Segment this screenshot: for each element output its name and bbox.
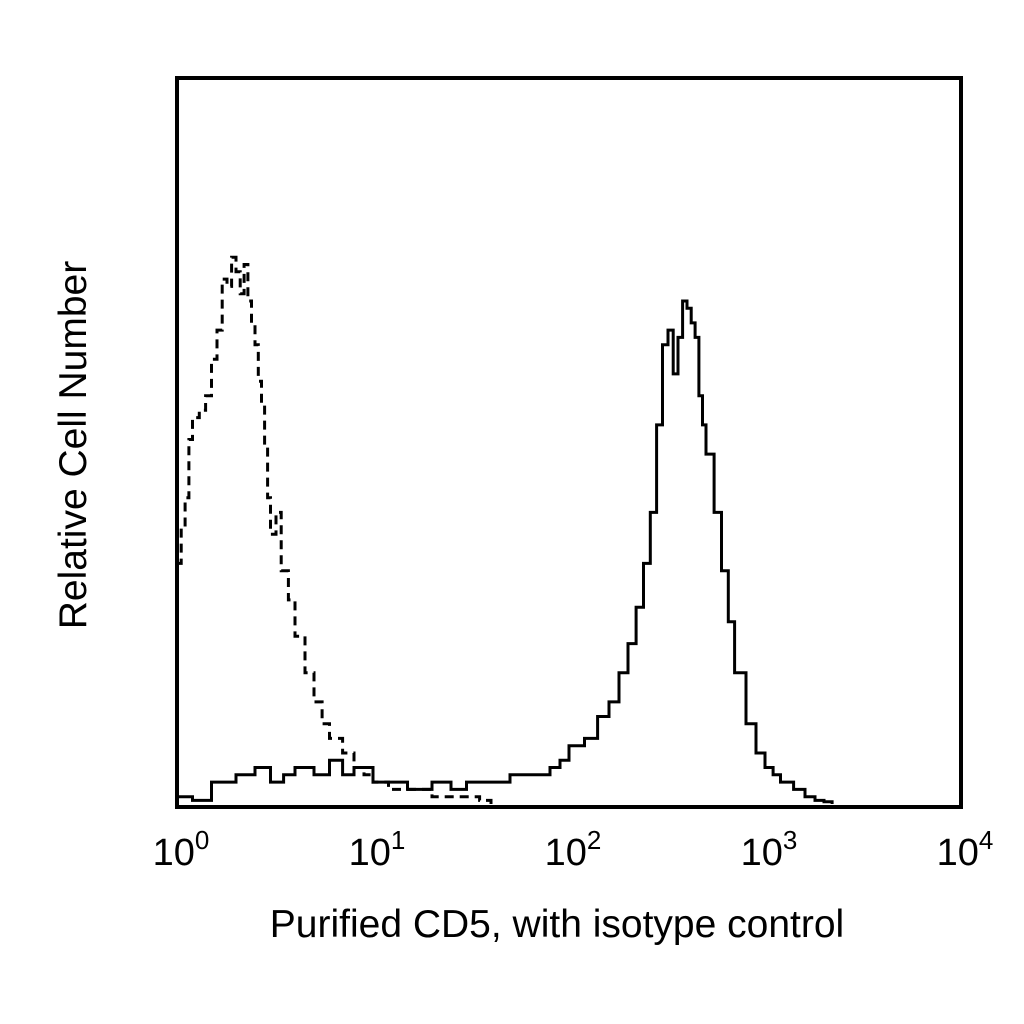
series-line-solid	[177, 299, 834, 804]
x-tick-label: 101	[349, 825, 406, 874]
series-layer	[177, 255, 834, 804]
x-axis-title: Purified CD5, with isotype control	[270, 903, 844, 946]
x-tick-label: 102	[545, 825, 602, 874]
series-line-dashed	[177, 255, 493, 804]
y-axis-title: Relative Cell Number	[52, 261, 95, 629]
x-tick-label: 100	[153, 825, 210, 874]
x-tick-label: 103	[741, 825, 798, 874]
x-tick-label: 104	[937, 825, 994, 874]
plot-frame	[175, 76, 963, 809]
x-tick-labels: 100 101 102 103 104	[153, 825, 994, 874]
